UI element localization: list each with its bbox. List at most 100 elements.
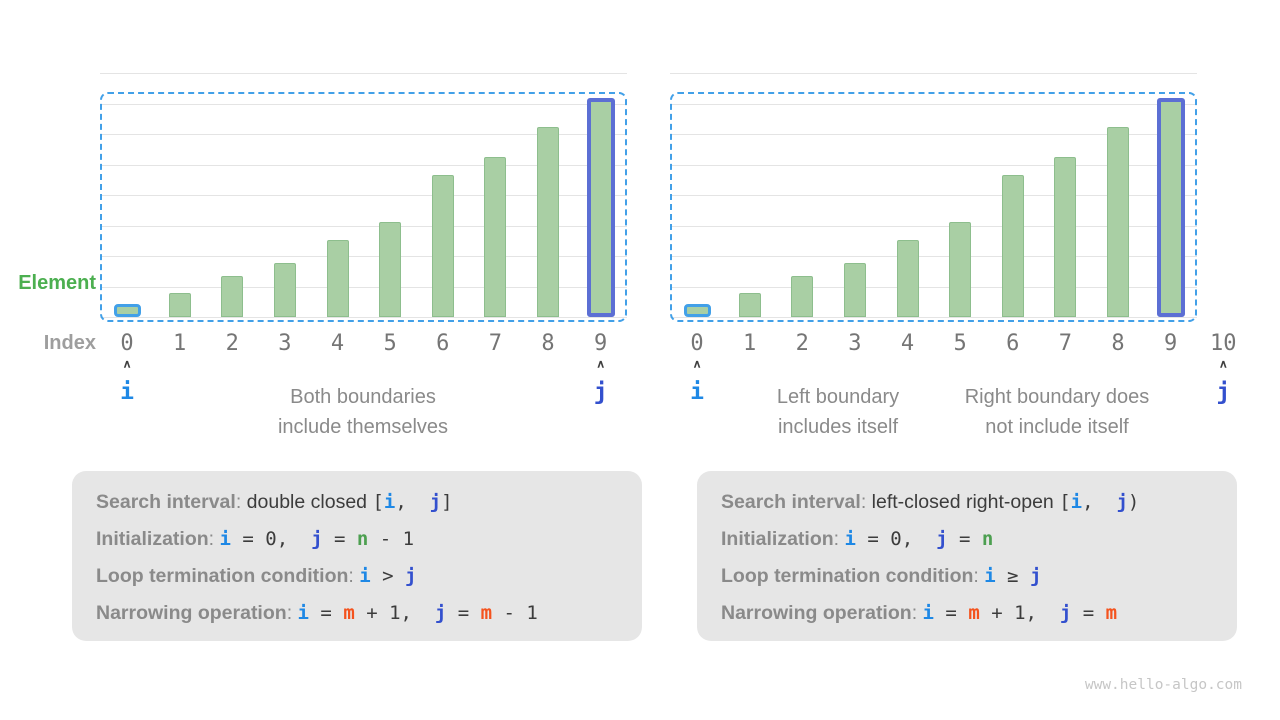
caption-line: include themselves [277,416,449,438]
gridline [670,195,1197,196]
rule-segment-j: j [1116,491,1128,513]
index-tick-8: 8 [1111,331,1125,356]
gridline [670,103,1197,105]
rule-segment-j: j [1030,565,1042,587]
rule-segment-i: i [219,528,231,550]
gridline [100,225,627,227]
rule-segment-mono: = 0 [855,528,902,550]
bar-8 [537,127,560,317]
rule-segment-mono: , [395,491,430,513]
rule-segment-plain: left-closed right-open [871,491,1060,513]
rule-segment-mono: + 1 [979,602,1026,624]
rule-segment-mono: , [1025,602,1060,624]
bar-4 [326,240,349,317]
rule-segment-j: j [405,565,417,587]
bar-2 [221,276,244,317]
index-tick-9: 9 [1164,331,1178,356]
rule-segment-m: m [1105,602,1118,624]
bar-0 [113,304,141,317]
index-tick-6: 6 [436,331,450,356]
bar-9 [1156,98,1185,317]
rule-line: Narrowing operation: i = m + 1, j = m - … [96,595,642,632]
index-tick-5: 5 [383,331,397,356]
rule-segment-mono: = [322,528,357,550]
caption-line: Left boundary [776,386,900,408]
rule-segment-mono: > [370,565,406,587]
rule-segment-mono: = [446,602,481,624]
rule-segment-colon: : [286,602,298,624]
rule-segment-label: Loop termination condition [96,565,349,587]
rule-line: Search interval: double closed [i, j] [96,484,642,521]
rule-segment-i: i [984,565,996,587]
gridline [100,73,627,74]
rule-line: Loop termination condition: i ≥ j [721,558,1237,595]
pointer-j: j [1216,379,1231,405]
rule-segment-m: m [343,602,355,624]
rule-segment-mono: [ [372,491,384,513]
index-tick-3: 3 [848,331,862,356]
caption-line: Both boundaries [290,386,436,408]
gridline [670,73,1197,74]
index-tick-1: 1 [743,331,757,356]
rule-segment-m: m [968,602,980,624]
index-tick-7: 7 [488,331,503,356]
gridline [670,256,1197,257]
rule-segment-mono: , [1082,491,1117,513]
rule-segment-mono: ] [441,491,453,513]
rule-line: Search interval: left-closed right-open … [721,484,1237,521]
rule-segment-mono: - 1 [492,602,538,624]
rule-segment-j: j [936,528,948,550]
boundary-caption: Left boundary includes itself [668,382,1008,442]
rule-segment-i: i [1070,491,1083,513]
gridline [100,195,627,196]
caption-line: Right boundary does [964,386,1150,408]
gridline [100,286,627,288]
bar-2 [791,276,814,317]
rule-line: Narrowing operation: i = m + 1, j = m [721,595,1237,632]
rule-line: Loop termination condition: i > j [96,558,642,595]
index-tick-9: 9 [594,331,608,356]
boundary-caption: Right boundary does not include itself [887,382,1227,442]
interval-boundary-box [100,92,627,322]
caret-i: ∧ [122,357,132,371]
rule-segment-label: Loop termination condition [721,565,974,587]
gridline [670,164,1197,166]
rule-segment-plain: double closed [246,491,373,513]
info-box-double-closed-rules: Search interval: double closed [i, j] Ini… [72,471,642,641]
rule-segment-n: n [981,528,994,550]
rule-segment-j: j [429,491,442,513]
rule-segment-m: m [480,602,493,624]
rule-segment-label: Initialization [721,528,834,550]
rule-segment-i: i [844,528,856,550]
rule-segment-label: Initialization [96,528,209,550]
rule-segment-colon: : [973,565,985,587]
bar-6 [1001,175,1024,317]
bar-3 [843,263,866,317]
rule-segment-colon: : [235,491,247,513]
rule-segment-mono: = 0 [230,528,277,550]
index-tick-2: 2 [795,331,809,356]
chart-double-closed: 0 1 2 3 4 5 6 7 8 9 ∧ ∧ i j Both boundaries include the… [100,0,627,460]
rule-segment-mono: = [308,602,344,624]
bar-5 [379,222,402,317]
caret-i: ∧ [692,357,702,371]
index-tick-8: 8 [541,331,555,356]
rule-segment-mono: = [947,528,982,550]
gridline [100,103,627,105]
rule-segment-label: Narrowing operation [96,602,287,624]
index-tick-4: 4 [900,331,915,356]
watermark: www.hello-algo.com [1084,677,1242,693]
gridline [100,164,627,166]
rule-line: Initialization: i = 0, j = n - 1 [96,521,642,558]
rule-segment-label: Narrowing operation [721,602,912,624]
bar-8 [1107,127,1130,317]
gridline [100,317,627,318]
rule-segment-mono: [ [1059,491,1071,513]
caption-line: includes itself [777,416,899,438]
gridline [670,225,1197,227]
rule-segment-mono: = [1071,602,1106,624]
rule-segment-colon: : [860,491,872,513]
rule-segment-j: j [434,602,447,624]
chart-left-closed-right-open: 0 1 2 3 4 5 6 7 8 9 10 ∧ ∧ i j Left boundary includes it… [668,0,1237,460]
rule-segment-mono: ≥ [995,565,1031,587]
